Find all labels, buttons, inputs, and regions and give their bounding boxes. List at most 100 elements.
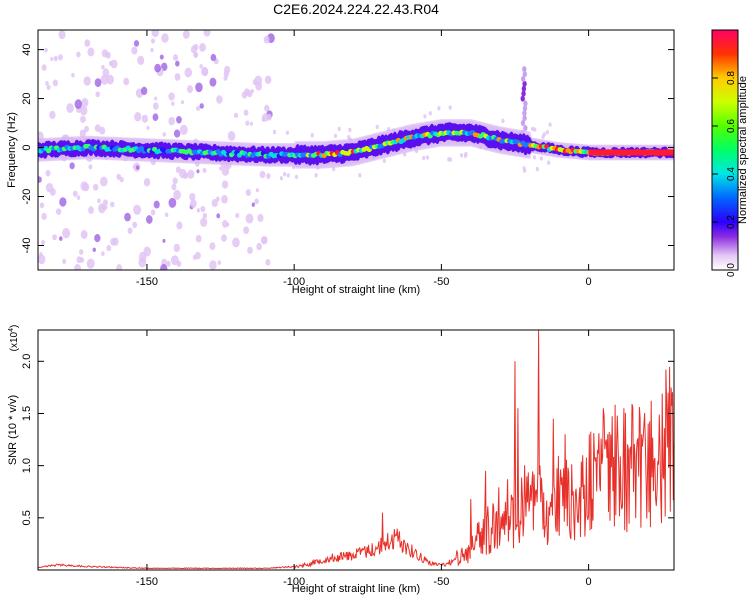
heatmap-blob	[189, 192, 196, 201]
colorbar-tick-label: 0.2	[726, 215, 737, 229]
colorbar-tick-label: 0.8	[726, 71, 737, 85]
heatmap-core	[629, 149, 632, 156]
heatmap-blob	[38, 176, 42, 183]
heatmap-core	[619, 149, 622, 156]
heatmap-core	[656, 149, 659, 156]
heatmap-blob	[92, 183, 99, 191]
heatmap-blob	[266, 113, 272, 121]
heatmap-blob	[199, 42, 206, 52]
heatmap-blob	[66, 103, 74, 113]
top-x-tick-label: -50	[433, 276, 449, 288]
heatmap-blob	[152, 102, 159, 110]
heatmap-blob	[87, 47, 95, 57]
heatmap-blob	[195, 234, 202, 243]
top-y-tick-label: -20	[21, 189, 33, 205]
heatmap-blob	[263, 35, 270, 44]
heatmap-blob	[39, 202, 45, 209]
bottom-y-tick-label: 1.5	[21, 406, 33, 421]
heatmap-blob	[186, 85, 193, 93]
heatmap-blob	[523, 124, 528, 131]
heatmap-blob	[50, 56, 54, 61]
heatmap-blob	[173, 189, 181, 200]
heatmap-blob	[171, 183, 177, 191]
heatmap-blob	[176, 115, 182, 124]
heatmap-blob	[548, 122, 552, 127]
heatmap-blob	[210, 53, 217, 62]
heatmap-blob	[422, 155, 426, 161]
heatmap-blob	[522, 110, 527, 117]
heatmap-blob	[532, 155, 536, 160]
top-y-axis-label: Frequency (Hz)	[6, 112, 18, 188]
heatmap-blob	[285, 130, 290, 135]
heatmap-blob	[259, 170, 266, 179]
heatmap-blob	[173, 243, 181, 253]
heatmap-blob	[92, 247, 96, 252]
heatmap-blob	[116, 173, 122, 180]
heatmap-blob	[182, 172, 189, 179]
heatmap-blob	[522, 71, 527, 78]
heatmap-blob	[138, 257, 147, 268]
heatmap-blob	[95, 91, 100, 98]
colorbar-tick-label: 0.6	[726, 119, 737, 133]
top-x-tick-label: 0	[586, 276, 592, 288]
heatmap-blob	[264, 75, 272, 85]
heatmap-core	[668, 149, 671, 156]
heatmap-blob	[58, 30, 66, 40]
heatmap-blob	[272, 129, 277, 135]
heatmap-blob	[162, 238, 166, 243]
heatmap-blob	[520, 95, 525, 102]
heatmap-blob	[69, 162, 75, 170]
colorbar-tick-label: 0.0	[726, 263, 737, 277]
heatmap-blob	[45, 169, 51, 177]
heatmap-blob	[179, 124, 188, 135]
heatmap-core	[641, 149, 644, 156]
colorbar-label: Normalized spectral amplitude	[737, 76, 749, 224]
heatmap-blob	[176, 221, 183, 230]
heatmap-blob	[310, 132, 314, 138]
heatmap-blob	[76, 256, 82, 264]
heatmap-core	[632, 149, 635, 156]
heatmap-core	[646, 149, 649, 156]
heatmap-core	[628, 149, 631, 156]
heatmap-blob	[76, 195, 81, 200]
heatmap-core	[643, 149, 646, 156]
heatmap-core	[609, 149, 612, 156]
heatmap-blob	[105, 51, 111, 59]
heatmap-core	[591, 149, 594, 156]
colorbar-tick-label: 0.4	[726, 167, 737, 181]
heatmap-blob	[235, 213, 240, 219]
heatmap-blob	[74, 99, 83, 110]
heatmap-blob	[261, 117, 266, 122]
heatmap-blob	[545, 130, 549, 135]
figure-title: C2E6.2024.224.22.43.R04	[273, 1, 439, 17]
bottom-x-tick-label: -150	[136, 576, 158, 588]
heatmap-core	[606, 149, 609, 156]
heatmap-core	[651, 149, 654, 156]
bottom-x-ticks: -150 -100 -50 0	[136, 330, 592, 588]
heatmap-blob	[150, 47, 154, 53]
heatmap-blob	[100, 251, 105, 257]
heatmap-blob	[159, 54, 164, 60]
heatmap-core	[671, 149, 674, 156]
heatmap-blob	[45, 80, 49, 86]
top-y-tick-label: 0	[21, 144, 33, 150]
heatmap-blob	[243, 226, 250, 235]
heatmap-blob	[175, 60, 180, 67]
heatmap-blob	[202, 167, 207, 174]
heatmap-blob	[219, 166, 223, 171]
heatmap-blob	[97, 198, 101, 204]
heatmap-blob	[541, 134, 545, 140]
heatmap-blob	[227, 131, 236, 141]
heatmap-blob	[150, 38, 155, 44]
heatmap-blob	[131, 46, 138, 55]
top-x-ticks: -150 -100 -50 0	[136, 30, 592, 288]
heatmap-blob	[539, 156, 543, 161]
top-y-tick-label: 20	[21, 92, 33, 104]
heatmap-blob	[154, 96, 158, 101]
heatmap-blob	[464, 151, 468, 157]
heatmap-blob	[182, 30, 190, 39]
heatmap-core	[621, 149, 623, 156]
heatmap-core	[600, 149, 603, 156]
heatmap-blob	[199, 64, 203, 69]
